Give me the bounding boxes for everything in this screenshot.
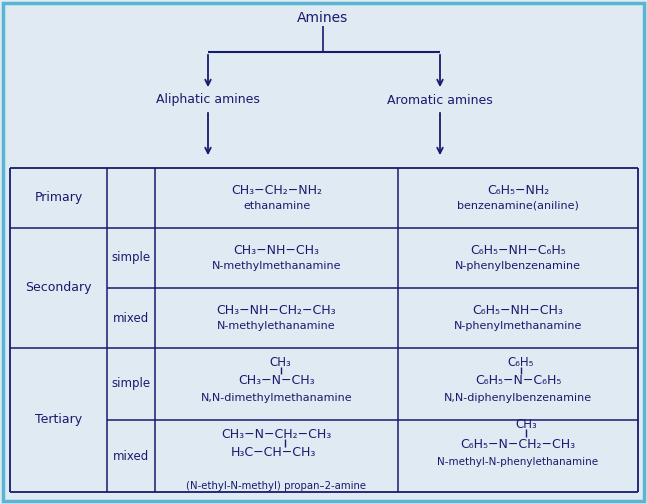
Text: C₆H₅−N−CH₂−CH₃: C₆H₅−N−CH₂−CH₃ <box>461 437 576 451</box>
Text: simple: simple <box>111 251 151 265</box>
Text: N,N-dimethylmethanamine: N,N-dimethylmethanamine <box>201 393 353 403</box>
Text: Aliphatic amines: Aliphatic amines <box>156 94 260 106</box>
Text: CH₃−N−CH₂−CH₃: CH₃−N−CH₂−CH₃ <box>221 427 332 440</box>
Text: (N-ethyl-N-methyl) propan–2-amine: (N-ethyl-N-methyl) propan–2-amine <box>186 481 366 491</box>
Text: CH₃: CH₃ <box>515 417 537 430</box>
Text: Primary: Primary <box>34 192 83 205</box>
Text: N-phenylbenzenamine: N-phenylbenzenamine <box>455 261 581 271</box>
Text: N,N-diphenylbenzenamine: N,N-diphenylbenzenamine <box>444 393 592 403</box>
Text: C₆H₅−NH−C₆H₅: C₆H₅−NH−C₆H₅ <box>470 243 566 257</box>
Text: N-methyl-N-phenylethanamine: N-methyl-N-phenylethanamine <box>437 457 598 467</box>
Text: mixed: mixed <box>113 311 149 325</box>
Text: Tertiary: Tertiary <box>35 413 82 426</box>
Text: N-phenylmethanamine: N-phenylmethanamine <box>454 321 582 331</box>
Text: C₆H₅−NH−CH₃: C₆H₅−NH−CH₃ <box>472 303 564 317</box>
Text: ethanamine: ethanamine <box>243 201 310 211</box>
Text: CH₃−N−CH₃: CH₃−N−CH₃ <box>238 373 315 387</box>
Text: mixed: mixed <box>113 450 149 463</box>
Text: N-methylmethanamine: N-methylmethanamine <box>212 261 341 271</box>
Text: CH₃−NH−CH₂−CH₃: CH₃−NH−CH₂−CH₃ <box>217 303 336 317</box>
Text: CH₃−NH−CH₃: CH₃−NH−CH₃ <box>234 243 320 257</box>
Text: Amines: Amines <box>298 11 349 25</box>
Text: C₆H₅−N−C₆H₅: C₆H₅−N−C₆H₅ <box>475 373 561 387</box>
Text: Secondary: Secondary <box>25 282 92 294</box>
Text: benzenamine(aniline): benzenamine(aniline) <box>457 201 579 211</box>
Text: C₆H₅: C₆H₅ <box>508 355 534 368</box>
Text: CH₃: CH₃ <box>270 355 291 368</box>
Text: CH₃−CH₂−NH₂: CH₃−CH₂−NH₂ <box>231 183 322 197</box>
Text: Aromatic amines: Aromatic amines <box>387 94 493 106</box>
Text: N-methylethanamine: N-methylethanamine <box>217 321 336 331</box>
Text: simple: simple <box>111 377 151 391</box>
Text: H₃C−CH−CH₃: H₃C−CH−CH₃ <box>231 446 316 459</box>
Text: C₆H₅−NH₂: C₆H₅−NH₂ <box>487 183 549 197</box>
